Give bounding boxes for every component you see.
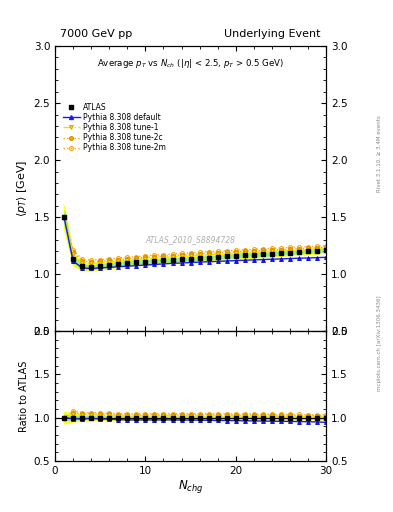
Text: Average $p_T$ vs $N_{ch}$ ($|\eta|$ < 2.5, $p_T$ > 0.5 GeV): Average $p_T$ vs $N_{ch}$ ($|\eta|$ < 2.… [97,57,284,71]
Y-axis label: $\langle p_T \rangle$ [GeV]: $\langle p_T \rangle$ [GeV] [15,160,29,217]
Text: 7000 GeV pp: 7000 GeV pp [61,29,133,39]
Text: ATLAS_2010_S8894728: ATLAS_2010_S8894728 [145,236,236,244]
Y-axis label: Ratio to ATLAS: Ratio to ATLAS [19,360,29,432]
X-axis label: $N_{chg}$: $N_{chg}$ [178,478,203,496]
Text: Rivet 3.1.10, ≥ 3.4M events: Rivet 3.1.10, ≥ 3.4M events [377,115,382,192]
Text: mcplots.cern.ch [arXiv:1306.3436]: mcplots.cern.ch [arXiv:1306.3436] [377,295,382,391]
Legend: ATLAS, Pythia 8.308 default, Pythia 8.308 tune-1, Pythia 8.308 tune-2c, Pythia 8: ATLAS, Pythia 8.308 default, Pythia 8.30… [62,101,167,154]
Text: Underlying Event: Underlying Event [224,29,321,39]
